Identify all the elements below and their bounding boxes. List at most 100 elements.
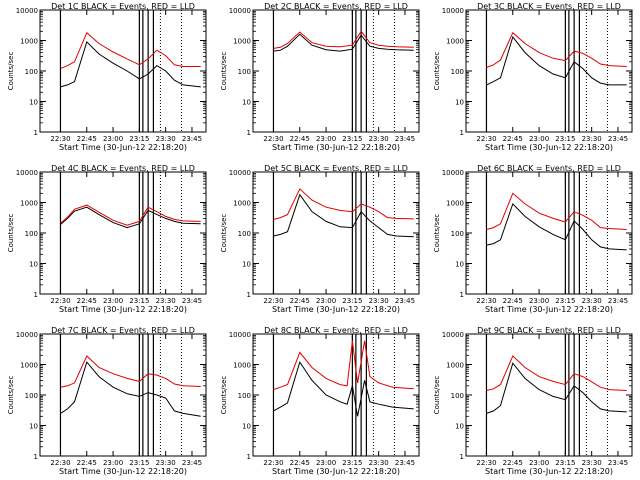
x-tick-label: 22:30 xyxy=(476,135,496,143)
detector-panel-7: Det 7C BLACK = Events, RED = LLD 1 10 100 10… xyxy=(7,326,207,476)
x-tick-label: 23:45 xyxy=(608,297,628,305)
x-tick-label: 23:30 xyxy=(156,135,176,143)
x-tick-label: 22:45 xyxy=(503,135,523,143)
y-tick-label: 100 xyxy=(451,230,464,238)
detector-panel-8: Det 8C BLACK = Events, RED = LLD 1 10 100 10… xyxy=(220,326,420,476)
x-tick-label: 23:45 xyxy=(182,297,202,305)
lld-series-line xyxy=(60,204,201,226)
y-tick-label: 10 xyxy=(29,99,38,107)
x-axis-label: Start Time (30-Jun-12 22:18:20) xyxy=(59,143,187,152)
x-tick-label: 22:45 xyxy=(290,135,310,143)
x-tick-label: 23:45 xyxy=(395,297,415,305)
x-axis-label: Start Time (30-Jun-12 22:18:20) xyxy=(59,305,187,314)
y-tick-label: 10000 xyxy=(16,169,38,177)
x-tick-label: 23:45 xyxy=(608,135,628,143)
y-axis-label: Counts/sec xyxy=(433,376,441,415)
y-tick-label: 1 xyxy=(460,453,464,461)
panel-title: Det 3C BLACK = Events, RED = LLD xyxy=(477,2,621,11)
x-tick-label: 22:45 xyxy=(77,297,97,305)
y-axis-label: Counts/sec xyxy=(433,52,441,91)
y-tick-label: 10 xyxy=(455,423,464,431)
lld-series-line xyxy=(486,31,627,68)
detector-panel-5: Det 5C BLACK = Events, RED = LLD 1 10 100 10… xyxy=(220,164,420,314)
x-tick-label: 23:00 xyxy=(316,297,336,305)
panel-title: Det 5C BLACK = Events, RED = LLD xyxy=(264,164,408,173)
x-tick-label: 23:00 xyxy=(529,297,549,305)
x-tick-label: 23:30 xyxy=(369,297,389,305)
y-tick-label: 10000 xyxy=(442,7,464,15)
x-tick-label: 23:15 xyxy=(555,297,575,305)
y-tick-label: 1 xyxy=(247,291,251,299)
lld-series-line xyxy=(273,188,414,220)
x-tick-label: 22:45 xyxy=(290,297,310,305)
x-axis-label: Start Time (30-Jun-12 22:18:20) xyxy=(59,467,187,476)
y-tick-label: 1 xyxy=(460,291,464,299)
y-tick-label: 10000 xyxy=(229,7,251,15)
detector-panel-4: Det 4C BLACK = Events, RED = LLD 1 10 100 10… xyxy=(7,164,207,314)
panel-title: Det 7C BLACK = Events, RED = LLD xyxy=(51,326,195,335)
panel-title: Det 2C BLACK = Events, RED = LLD xyxy=(264,2,408,11)
y-axis-label: Counts/sec xyxy=(220,214,228,253)
events-series-line xyxy=(273,193,414,238)
detector-panel-6: Det 6C BLACK = Events, RED = LLD 1 10 100 10… xyxy=(433,164,633,314)
y-tick-label: 10 xyxy=(455,261,464,269)
x-tick-label: 22:45 xyxy=(77,135,97,143)
x-axis-label: Start Time (30-Jun-12 22:18:20) xyxy=(485,467,613,476)
x-axis-label: Start Time (30-Jun-12 22:18:20) xyxy=(272,143,400,152)
x-tick-label: 23:15 xyxy=(342,297,362,305)
y-tick-label: 10 xyxy=(242,423,251,431)
y-axis-label: Counts/sec xyxy=(220,376,228,415)
y-axis-label: Counts/sec xyxy=(7,52,15,91)
y-tick-label: 10000 xyxy=(16,331,38,339)
detector-panel-2: Det 2C BLACK = Events, RED = LLD 1 10 100 10… xyxy=(220,2,420,152)
panel-title: Det 4C BLACK = Events, RED = LLD xyxy=(51,164,195,173)
x-tick-label: 23:15 xyxy=(342,135,362,143)
y-tick-label: 1 xyxy=(460,129,464,137)
detector-panel-1: Det 1C BLACK = Events, RED = LLD 1 10 100 10… xyxy=(7,2,207,152)
y-tick-label: 10000 xyxy=(16,7,38,15)
lld-series-line xyxy=(60,31,201,70)
events-series-line xyxy=(486,202,627,251)
x-tick-label: 23:00 xyxy=(103,459,123,467)
x-tick-label: 23:30 xyxy=(156,297,176,305)
x-tick-label: 23:45 xyxy=(395,135,415,143)
x-tick-label: 23:00 xyxy=(316,459,336,467)
x-tick-label: 23:15 xyxy=(129,135,149,143)
events-series-line xyxy=(486,362,627,414)
y-tick-label: 100 xyxy=(451,68,464,76)
y-tick-label: 1000 xyxy=(233,362,251,370)
y-tick-label: 1 xyxy=(34,291,38,299)
x-tick-label: 22:45 xyxy=(503,297,523,305)
y-tick-label: 1 xyxy=(247,129,251,137)
lld-series-line xyxy=(60,355,201,388)
y-tick-label: 1000 xyxy=(20,362,38,370)
y-tick-label: 100 xyxy=(238,392,251,400)
y-tick-label: 1000 xyxy=(446,38,464,46)
x-axis-label: Start Time (30-Jun-12 22:18:20) xyxy=(272,305,400,314)
x-tick-label: 23:30 xyxy=(369,135,389,143)
x-tick-label: 22:30 xyxy=(50,459,70,467)
x-tick-label: 22:30 xyxy=(50,297,70,305)
y-tick-label: 10 xyxy=(29,423,38,431)
y-tick-label: 100 xyxy=(25,230,38,238)
y-tick-label: 1000 xyxy=(233,200,251,208)
y-axis-label: Counts/sec xyxy=(220,52,228,91)
x-tick-label: 23:00 xyxy=(103,135,123,143)
y-tick-label: 10000 xyxy=(229,331,251,339)
detector-panel-3: Det 3C BLACK = Events, RED = LLD 1 10 100 10… xyxy=(433,2,633,152)
y-tick-label: 10000 xyxy=(442,331,464,339)
x-axis-label: Start Time (30-Jun-12 22:18:20) xyxy=(272,467,400,476)
lld-series-line xyxy=(486,192,627,230)
y-tick-label: 10 xyxy=(242,99,251,107)
x-tick-label: 23:45 xyxy=(395,459,415,467)
y-tick-label: 100 xyxy=(238,230,251,238)
x-tick-label: 23:00 xyxy=(529,459,549,467)
y-tick-label: 100 xyxy=(451,392,464,400)
x-axis-label: Start Time (30-Jun-12 22:18:20) xyxy=(485,305,613,314)
y-tick-label: 1 xyxy=(34,129,38,137)
y-axis-label: Counts/sec xyxy=(7,214,15,253)
x-tick-label: 22:45 xyxy=(77,459,97,467)
panel-title: Det 9C BLACK = Events, RED = LLD xyxy=(477,326,621,335)
panel-title: Det 1C BLACK = Events, RED = LLD xyxy=(51,2,195,11)
